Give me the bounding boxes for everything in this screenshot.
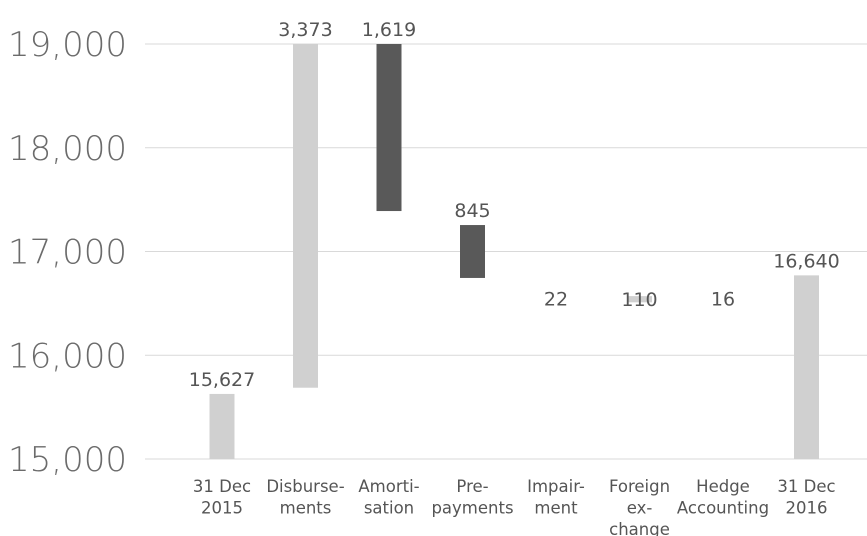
data-label: 15,627 xyxy=(189,369,255,391)
x-tick-label: Pre-payments xyxy=(431,477,513,518)
data-label: 16,640 xyxy=(773,250,839,272)
x-tick-label: 31 Dec 2016 xyxy=(777,477,835,518)
data-label: 110 xyxy=(621,289,657,311)
bars xyxy=(209,44,819,459)
y-tick-label: 15,000 xyxy=(8,440,127,480)
bar xyxy=(209,393,235,459)
data-label: 3,373 xyxy=(278,19,332,41)
bar xyxy=(794,275,819,459)
x-tick-label-line: Foreign xyxy=(609,477,670,496)
x-tick-label-line: payments xyxy=(431,499,513,518)
x-tick-label: Hedge Accounting xyxy=(677,477,769,518)
x-tick-label-line: ments xyxy=(280,499,332,518)
x-tick-label-line: sation xyxy=(364,499,414,518)
y-tick-label: 19,000 xyxy=(8,25,127,65)
x-tick-label-line: 2015 xyxy=(201,499,243,518)
data-label: 1,619 xyxy=(362,19,416,41)
y-tick-label: 16,000 xyxy=(8,336,127,376)
data-label: 16 xyxy=(711,289,735,311)
y-tick-label: 17,000 xyxy=(8,233,127,273)
x-tick-label-line: 31 Dec xyxy=(193,477,251,496)
x-tick-label: Amorti-sation xyxy=(358,477,419,518)
x-tick-label-line: Disburse- xyxy=(266,477,344,496)
y-axis-ticks: 15,000 16,000 17,000 18,000 19,000 xyxy=(8,25,127,480)
x-tick-label-line: Impair- xyxy=(527,477,585,496)
bar xyxy=(293,44,318,388)
y-tick-label: 18,000 xyxy=(8,129,127,169)
bar xyxy=(460,225,485,278)
data-label: 22 xyxy=(544,289,568,311)
x-axis-ticks: 31 Dec 2015 Disburse-ments Amorti-sation Pre… xyxy=(193,477,836,536)
x-tick-label-line: Accounting xyxy=(677,499,769,518)
x-tick-label: Impair-ment xyxy=(527,477,585,518)
x-tick-label-line: Amorti- xyxy=(358,477,419,496)
x-tick-label-line: Pre- xyxy=(456,477,488,496)
gridlines xyxy=(145,43,867,460)
x-tick-label-line: 2016 xyxy=(786,499,828,518)
x-tick-label-line: Hedge xyxy=(696,477,750,496)
x-tick-label: 31 Dec 2015 xyxy=(193,477,251,518)
data-labels: 15,627 3,373 1,619 845 22 110 16 16,640 xyxy=(189,19,840,391)
x-tick-label: Foreign ex-change xyxy=(609,477,670,536)
x-tick-label-line: 31 Dec xyxy=(777,477,835,496)
x-tick-label-line: change xyxy=(609,520,670,536)
data-label: 845 xyxy=(454,200,490,222)
bar xyxy=(376,44,402,212)
x-tick-label-line: ment xyxy=(534,499,578,518)
x-tick-label: Disburse-ments xyxy=(266,477,344,518)
bar xyxy=(627,296,652,303)
x-tick-label-line: ex- xyxy=(627,499,653,518)
